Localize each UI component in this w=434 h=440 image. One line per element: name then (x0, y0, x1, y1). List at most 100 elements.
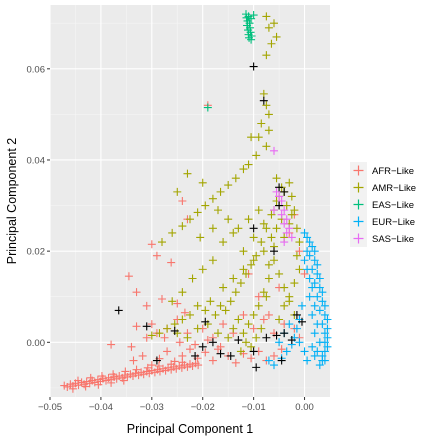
point-amr-like (231, 174, 240, 183)
point-unlabeled (249, 224, 258, 233)
point-eur-like (320, 301, 329, 310)
point-afr-like (74, 376, 82, 385)
legend-key-eas (353, 199, 364, 210)
point-amr-like (239, 329, 248, 338)
point-afr-like (143, 363, 152, 372)
point-sas-like (272, 187, 281, 196)
point-unlabeled (152, 356, 161, 365)
point-afr-like (158, 295, 166, 303)
point-afr-like (138, 351, 147, 360)
point-amr-like (173, 187, 182, 196)
point-amr-like (264, 110, 273, 119)
legend-key-eur (353, 216, 364, 227)
point-eur-like (315, 306, 324, 315)
point-amr-like (186, 215, 194, 224)
point-afr-like (121, 367, 130, 376)
point-amr-like (280, 301, 289, 310)
point-amr-like (224, 215, 233, 224)
point-amr-like (264, 274, 273, 283)
point-unlabeled (275, 201, 284, 210)
point-afr-like (124, 272, 133, 281)
point-amr-like (193, 324, 202, 333)
point-amr-like (287, 192, 296, 201)
point-eur-like (303, 233, 312, 242)
point-amr-like (272, 32, 281, 41)
point-amr-like (275, 269, 284, 278)
point-eur-like (315, 274, 324, 283)
point-amr-like (242, 338, 250, 347)
y-axis-ticks: 0.00 0.02 0.04 0.06 (27, 64, 50, 349)
point-amr-like (231, 288, 240, 297)
point-eur-like (285, 320, 294, 329)
point-eur-like (308, 283, 317, 292)
point-afr-like (147, 320, 156, 329)
point-amr-like (244, 160, 253, 169)
legend-label-eur: EUR−Like (372, 217, 415, 228)
point-unlabeled (298, 317, 306, 326)
point-afr-like (254, 292, 263, 301)
point-afr-like (231, 358, 240, 367)
point-afr-like (127, 342, 136, 351)
legend-item-eur: EUR−Like (350, 213, 415, 230)
point-afr-like (201, 348, 210, 357)
point-unlabeled (272, 331, 281, 340)
point-eur-like (305, 238, 314, 247)
point-eur-like (292, 324, 301, 333)
point-amr-like (259, 288, 268, 297)
point-amr-like (262, 12, 271, 21)
point-unlabeled (280, 329, 289, 338)
point-sas-like (287, 233, 296, 242)
minor-gridlines (50, 5, 330, 397)
point-sas-like (275, 192, 284, 201)
point-amr-like (178, 222, 187, 231)
point-afr-like (219, 320, 228, 329)
point-eur-like (298, 301, 306, 310)
point-unlabeled (275, 183, 284, 192)
point-afr-like (180, 308, 189, 317)
point-amr-like (224, 333, 233, 342)
point-afr-like (173, 299, 182, 308)
point-unlabeled (208, 338, 217, 347)
point-amr-like (292, 251, 301, 260)
point-afr-like (94, 380, 103, 389)
point-eur-like (313, 292, 322, 301)
point-amr-like (262, 142, 271, 151)
x-tick-label: −0.04 (89, 402, 113, 413)
point-amr-like (290, 206, 299, 215)
point-unlabeled (249, 62, 258, 71)
point-afr-like (147, 240, 156, 249)
point-eur-like (323, 315, 332, 324)
point-eur-like (313, 269, 322, 278)
point-amr-like (216, 301, 225, 310)
point-amr-like (221, 306, 230, 315)
point-eur-like (303, 247, 312, 256)
point-eur-like (310, 301, 319, 310)
point-amr-like (229, 324, 238, 333)
point-amr-like (295, 265, 304, 274)
point-sas-like (282, 215, 291, 224)
point-sas-like (280, 206, 289, 215)
point-amr-like (280, 283, 289, 292)
point-eur-like (308, 310, 317, 319)
point-sas-like (285, 224, 294, 233)
point-amr-like (272, 174, 281, 183)
legend: AFR−Like AMR−Like EAS−Like EUR−Like SAS−… (350, 162, 416, 247)
legend-item-amr: AMR−Like (350, 179, 416, 196)
point-amr-like (208, 256, 217, 265)
point-eur-like (264, 356, 273, 365)
point-amr-like (242, 269, 250, 278)
point-amr-like (198, 265, 207, 274)
point-amr-like (236, 347, 245, 356)
point-afr-like (214, 345, 222, 354)
point-unlabeled (277, 356, 286, 365)
point-sas-like (277, 210, 286, 219)
y-tick-label: 0.06 (27, 64, 46, 75)
point-amr-like (239, 165, 248, 174)
point-amr-like (254, 301, 263, 310)
point-unlabeled (249, 347, 258, 356)
point-amr-like (168, 297, 177, 306)
point-afr-like (300, 269, 309, 278)
point-amr-like (267, 233, 276, 242)
point-afr-like (249, 324, 258, 333)
